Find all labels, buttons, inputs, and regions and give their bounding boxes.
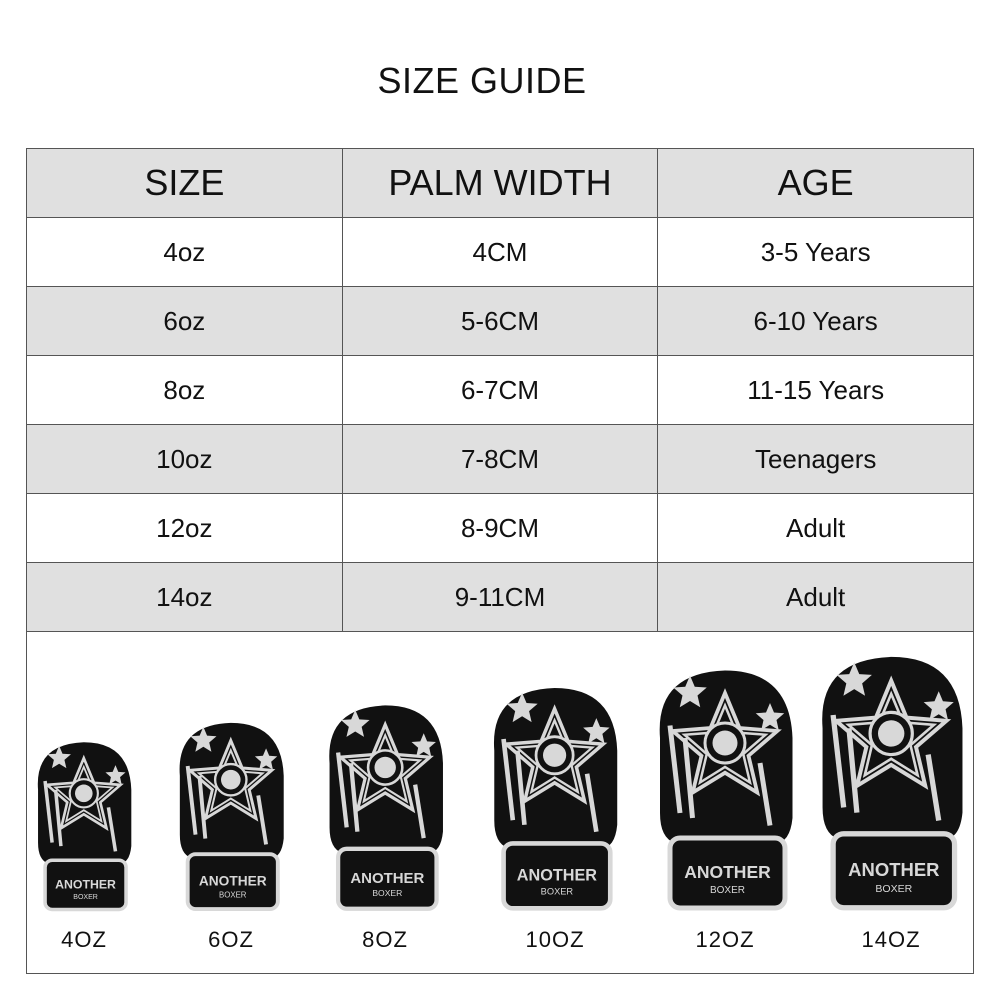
glove-size-label: 14OZ [861, 927, 921, 952]
cell-palm-width: 4CM [341, 217, 659, 287]
svg-text:BOXER: BOXER [372, 888, 402, 898]
glove-size-label: 6OZ [208, 927, 254, 952]
header-size: SIZE [26, 148, 343, 218]
table-header-row: SIZE PALM WIDTH AGE [26, 148, 974, 218]
svg-text:ANOTHER: ANOTHER [517, 867, 597, 885]
cell-size: 12oz [26, 493, 343, 563]
boxing-glove-image: ANOTHER BOXER [650, 663, 800, 913]
svg-text:ANOTHER: ANOTHER [199, 874, 267, 889]
boxing-glove-image: ANOTHER BOXER [812, 649, 970, 913]
cell-palm-width: 7-8CM [341, 424, 659, 494]
cell-palm-width: 6-7CM [341, 355, 659, 425]
glove-size-label: 8OZ [362, 927, 408, 952]
svg-text:BOXER: BOXER [73, 894, 98, 901]
svg-text:ANOTHER: ANOTHER [684, 862, 771, 882]
glove-size-comparison: ANOTHER BOXER 4OZ ANOTHER BOXER 6OZ ANOT… [26, 629, 974, 974]
glove-size-label: 12OZ [695, 927, 755, 952]
svg-text:ANOTHER: ANOTHER [55, 877, 116, 891]
svg-text:BOXER: BOXER [710, 885, 745, 896]
cell-age: 11-15 Years [657, 355, 974, 425]
cell-size: 6oz [26, 286, 343, 356]
boxing-glove-image: ANOTHER BOXER [31, 737, 137, 913]
svg-text:BOXER: BOXER [541, 886, 574, 896]
boxing-glove-image: ANOTHER BOXER [485, 681, 624, 913]
table-row: 6oz 5-6CM 6-10 Years [26, 286, 974, 356]
cell-size: 4oz [26, 217, 343, 287]
table-row: 14oz 9-11CM Adult [26, 562, 974, 632]
cell-size: 14oz [26, 562, 343, 632]
svg-text:BOXER: BOXER [875, 883, 912, 895]
glove-size-label: 10OZ [525, 927, 585, 952]
svg-text:BOXER: BOXER [219, 890, 247, 899]
cell-palm-width: 5-6CM [341, 286, 659, 356]
svg-text:ANOTHER: ANOTHER [350, 870, 424, 887]
header-palm-width: PALM WIDTH [341, 148, 659, 218]
cell-size: 8oz [26, 355, 343, 425]
table-row: 12oz 8-9CM Adult [26, 493, 974, 563]
cell-age: Adult [657, 493, 974, 563]
svg-text:ANOTHER: ANOTHER [848, 859, 939, 880]
size-table: SIZE PALM WIDTH AGE 4oz 4CM 3-5 Years 6oz 5-… [26, 148, 974, 632]
cell-age: Teenagers [657, 424, 974, 494]
cell-palm-width: 9-11CM [341, 562, 659, 632]
table-row: 8oz 6-7CM 11-15 Years [26, 355, 974, 425]
table-row: 4oz 4CM 3-5 Years [26, 217, 974, 287]
cell-age: Adult [657, 562, 974, 632]
table-row: 10oz 7-8CM Teenagers [26, 424, 974, 494]
glove-size-label: 4OZ [61, 927, 107, 952]
cell-palm-width: 8-9CM [341, 493, 659, 563]
page-title: SIZE GUIDE [377, 60, 587, 101]
boxing-glove-image: ANOTHER BOXER [172, 717, 290, 913]
cell-age: 3-5 Years [657, 217, 974, 287]
header-age: AGE [657, 148, 974, 218]
boxing-glove-image: ANOTHER BOXER [321, 699, 449, 913]
cell-size: 10oz [26, 424, 343, 494]
cell-age: 6-10 Years [657, 286, 974, 356]
